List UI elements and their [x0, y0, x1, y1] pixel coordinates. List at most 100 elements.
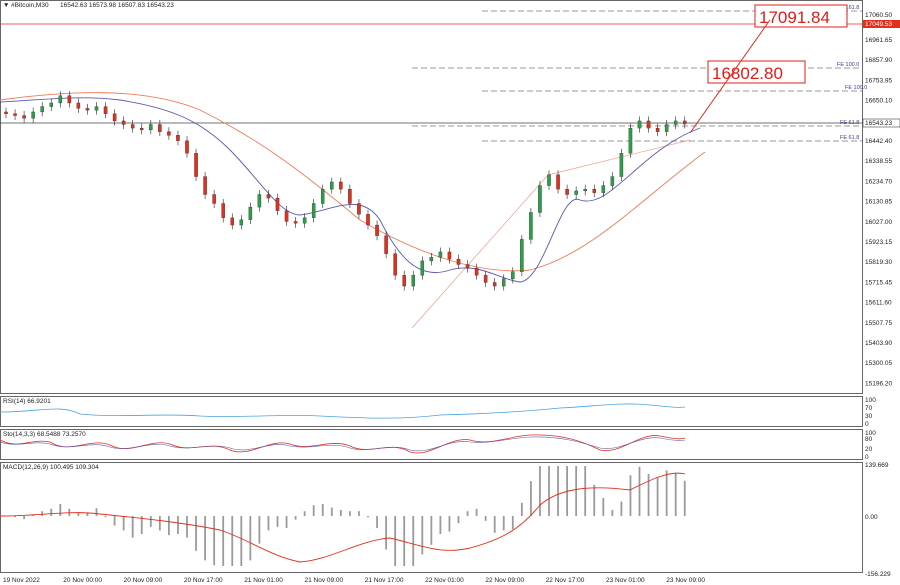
fib-label-618b: FE 61.8	[840, 135, 859, 141]
macd-bar	[23, 516, 25, 519]
candle	[221, 199, 225, 223]
macd-bar	[430, 516, 433, 545]
candle	[49, 98, 54, 112]
candle	[456, 254, 461, 269]
candle	[257, 190, 262, 212]
header-arrow-icon[interactable]: ▼	[3, 2, 9, 9]
candle	[402, 270, 406, 291]
macd-bar	[95, 508, 98, 516]
candle	[94, 102, 99, 115]
macd-bar	[330, 507, 333, 516]
projection-line	[689, 19, 771, 134]
fib-label-1618: FE 161.8	[837, 5, 859, 11]
candle	[574, 186, 578, 199]
macd-label: MACD(12,26,9) 100.495 109.304	[3, 464, 99, 471]
macd-bar	[131, 516, 134, 538]
candle	[311, 199, 316, 223]
top-price-label: 17049.53	[865, 21, 892, 28]
candle	[212, 190, 216, 208]
current-price-tag	[862, 118, 900, 128]
candle	[22, 111, 26, 123]
macd-bar	[222, 516, 225, 566]
candle	[529, 207, 533, 244]
ohlc-values: 16542.63 16573.98 16507.83 16543.23	[60, 2, 174, 9]
candle	[429, 252, 434, 266]
macd-bar	[32, 514, 35, 516]
macd-bar	[204, 516, 206, 561]
candles	[4, 91, 687, 291]
macd-bar	[376, 516, 378, 528]
macd-bar	[294, 516, 297, 520]
main-panel	[0, 0, 863, 394]
macd-bar	[484, 516, 487, 521]
time-tick: 21 Nov 09:00	[305, 577, 344, 584]
macd-bar	[439, 516, 442, 534]
macd-bar	[231, 516, 234, 566]
candle	[565, 184, 569, 199]
time-tick: 23 Nov 09:00	[666, 577, 705, 584]
macd-bar	[168, 516, 170, 536]
candle	[339, 177, 343, 194]
macd-bar	[457, 516, 460, 524]
rsi-label: RSI(14) 66.9201	[3, 398, 51, 405]
macd-bar	[611, 510, 614, 516]
macd-bar	[683, 480, 686, 516]
candle	[348, 184, 352, 208]
candle	[76, 98, 81, 113]
candle	[483, 270, 488, 287]
price-tick: 16234.70	[865, 178, 892, 185]
candle	[121, 116, 126, 129]
ma-slow	[0, 92, 706, 272]
stoch-tick-80: 80	[865, 436, 873, 443]
macd-bar	[86, 512, 89, 516]
macd-bar	[557, 466, 559, 516]
pattern-lines	[411, 139, 691, 329]
macd-signal-line	[0, 472, 686, 563]
price-tick: 16650.10	[865, 98, 892, 105]
macd-tick-min: -156.229	[865, 571, 891, 578]
candle	[619, 148, 624, 182]
stoch-tick-100: 100	[865, 430, 876, 437]
macd-bar	[502, 516, 505, 531]
macd-bar	[665, 470, 668, 516]
candle	[167, 127, 171, 140]
macd-bar	[240, 516, 243, 566]
macd-bar	[113, 516, 116, 526]
macd-bar	[530, 481, 532, 516]
candle	[67, 91, 72, 108]
candle	[547, 170, 551, 191]
macd-bar	[50, 508, 53, 516]
macd-bar	[149, 516, 152, 527]
candle	[664, 120, 669, 137]
price-tick: 16753.95	[865, 77, 892, 84]
top-price-tag	[863, 20, 900, 28]
candle	[239, 215, 244, 230]
macd-bar	[629, 475, 632, 516]
price-tick: 15196.20	[865, 380, 892, 387]
target-label-1: 17091.84	[759, 8, 830, 27]
rsi-panel	[0, 396, 863, 427]
macd-bar	[122, 516, 125, 531]
macd-bar	[674, 472, 677, 516]
candle	[556, 170, 560, 194]
candle	[375, 220, 379, 241]
candle	[501, 274, 506, 291]
macd-bar	[638, 466, 641, 516]
price-tick: 15507.75	[865, 320, 892, 327]
macd-bar	[448, 516, 451, 532]
rsi-tick-100: 100	[865, 397, 876, 404]
macd-bar	[41, 511, 44, 516]
candle	[492, 277, 497, 291]
macd-bar	[177, 516, 179, 534]
stoch-tick-0: 0	[865, 454, 869, 461]
macd-bar	[186, 516, 188, 538]
macd-bar	[421, 516, 424, 555]
candle	[275, 193, 280, 216]
macd-bar	[539, 466, 541, 516]
time-tick: 22 Nov 17:00	[546, 577, 585, 584]
time-tick: 21 Nov 17:00	[365, 577, 404, 584]
stoch-main	[0, 434, 686, 454]
time-tick: 20 Nov 00:00	[63, 577, 102, 584]
macd-bar	[520, 502, 523, 516]
macd-bar	[394, 516, 397, 566]
